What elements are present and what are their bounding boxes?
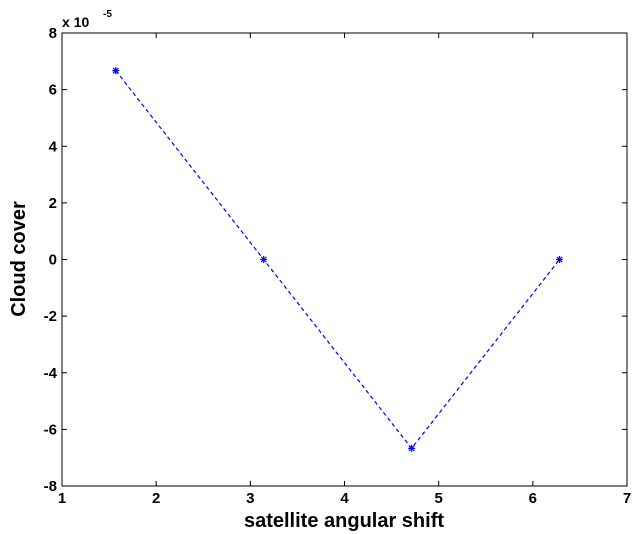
plot-area <box>61 32 628 487</box>
y-exponent-power: -5 <box>103 9 112 20</box>
data-point-marker <box>260 256 268 263</box>
x-tick-label: 3 <box>246 490 254 507</box>
x-axis-ticks: 1 2 3 4 5 6 7 <box>58 33 631 507</box>
data-point-marker <box>556 256 564 263</box>
y-tick-label: 6 <box>49 82 57 99</box>
y-tick-label: -8 <box>44 478 57 495</box>
y-tick-label: -4 <box>44 365 58 382</box>
y-axis-exponent: x 10 -5 <box>62 9 112 30</box>
series-line <box>115 70 560 450</box>
y-tick-label: -6 <box>44 421 57 438</box>
x-tick-label: 5 <box>434 490 442 507</box>
y-axis-ticks: -8 -6 -4 -2 0 2 4 6 8 <box>44 25 627 495</box>
y-tick-label: -2 <box>44 308 57 325</box>
x-tick-label: 1 <box>58 490 66 507</box>
y-exponent-base: x 10 <box>62 14 89 30</box>
data-point-marker <box>112 67 120 75</box>
x-tick-label: 6 <box>529 490 537 507</box>
y-tick-label: 4 <box>49 138 58 155</box>
data-point-marker <box>408 444 416 452</box>
x-tick-label: 7 <box>623 490 631 507</box>
y-tick-label: 0 <box>49 252 57 269</box>
x-tick-label: 4 <box>340 490 349 507</box>
y-axis-label: Cloud cover <box>8 201 30 317</box>
y-tick-label: 8 <box>49 25 57 42</box>
x-axis-label: satellite angular shift <box>244 510 444 532</box>
series-layer <box>112 67 564 452</box>
x-tick-label: 2 <box>152 490 160 507</box>
y-tick-label: 2 <box>49 195 57 212</box>
